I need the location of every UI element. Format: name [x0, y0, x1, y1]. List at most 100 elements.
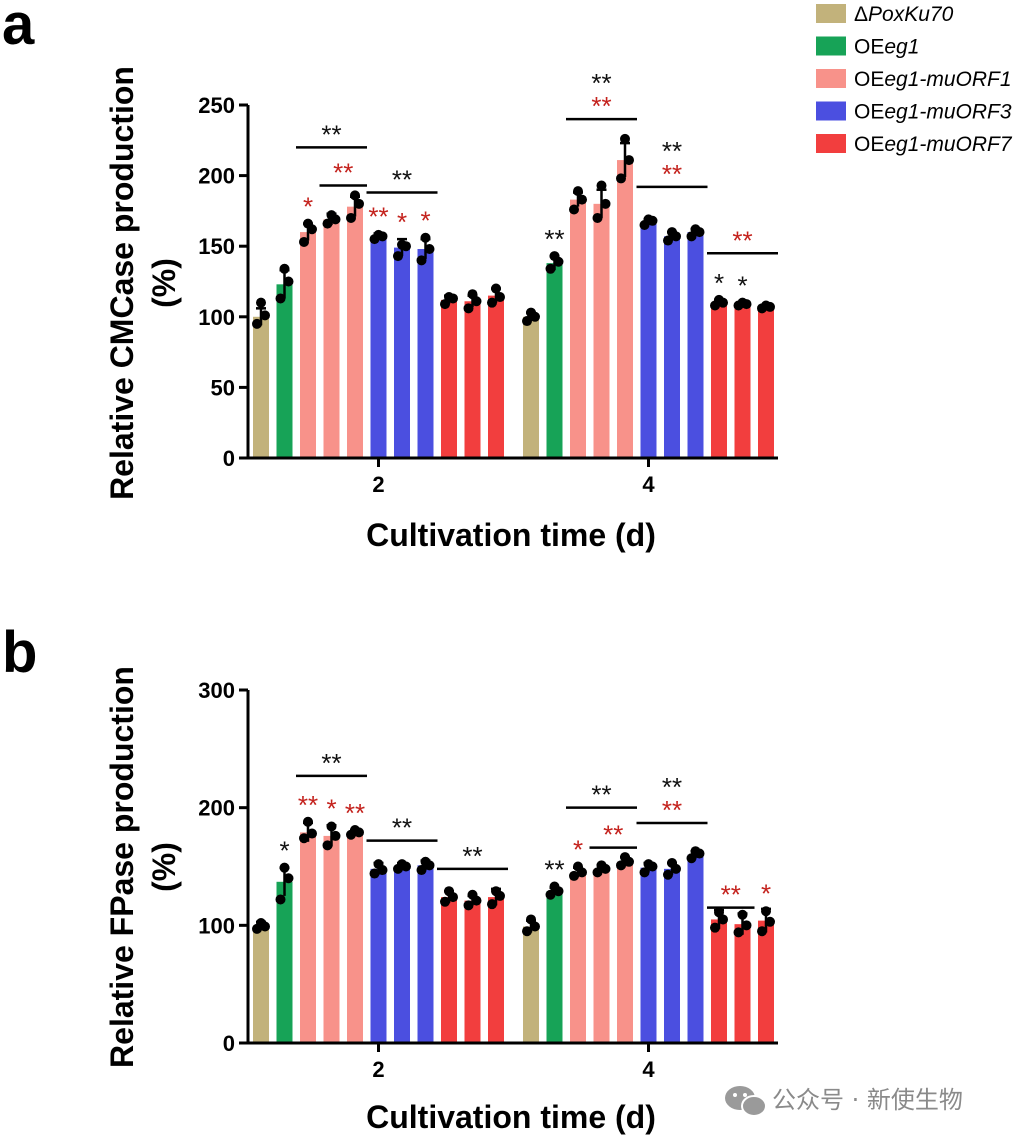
panel-b-bar-d4-3 [570, 872, 586, 1043]
panel-a-ytick-label-150: 150 [198, 234, 235, 259]
panel-a-point-d2-1-2 [260, 310, 270, 321]
panel-a-point-d4-5-1 [616, 173, 626, 184]
panel-b-point-d4-2-3 [549, 881, 560, 892]
panel-b-point-d4-3-3 [573, 861, 583, 872]
panel-a-point-d2-1-1 [252, 318, 262, 329]
panel-a-xtick-label-2: 2 [372, 472, 384, 497]
panel-b-point-d4-5-3 [620, 852, 630, 863]
legend-label-4-name: eg1-muORF3 [884, 101, 1012, 124]
panel-b-letter: b [2, 620, 37, 685]
panel-a-point-d2-10-1 [463, 303, 474, 314]
panel-a-sig-d2-3: * [303, 192, 313, 222]
panel-a-point-d2-7-3 [397, 239, 407, 250]
legend-swatch-2 [816, 36, 846, 56]
panel-b-point-d2-8-3 [420, 856, 431, 867]
panel-a-ytick-label-250: 250 [198, 93, 235, 118]
panel-a-bracket-5-label-2: ** [662, 159, 682, 189]
panel-a-point-d2-8-2 [424, 244, 435, 255]
panel-a-point-d4-4-3 [596, 180, 607, 191]
panel-b-point-d2-7-3 [397, 859, 407, 870]
panel-b-point-d4-6-3 [643, 859, 654, 870]
panel-a-bracket-2-label-1: ** [333, 157, 353, 187]
panel-a-bar-d2-3 [300, 232, 316, 458]
panel-b-bar-d2-1 [253, 925, 269, 1043]
panel-a-point-d2-11-1 [487, 297, 497, 308]
panel-a-xlabel: Cultivation time (d) [366, 517, 656, 553]
panel-b-sig-d2-5: ** [345, 798, 365, 828]
panel-b-point-d2-10-1 [463, 900, 474, 911]
panel-a-sig-d2-8: * [420, 206, 430, 236]
panel-a-bar-d4-2 [546, 263, 563, 458]
panel-b-sig-d2-4: * [326, 793, 336, 823]
panel-b-bar-d2-6 [370, 868, 387, 1043]
legend-label-4: OEeg1-muORF3 [854, 101, 1012, 124]
panel-a-bracket-1-label-1: ** [321, 119, 341, 149]
panel-b-point-d4-1-3 [526, 914, 536, 925]
panel-a-sig-d4-10: * [737, 271, 747, 301]
panel-b-sig-d2-3: ** [298, 790, 318, 820]
legend-label-2-prefix: OE [854, 36, 884, 59]
panel-b-point-d2-2-1 [275, 894, 286, 905]
panel-a-bar-d4-8 [687, 232, 704, 458]
panel-b-point-d2-2-3 [279, 862, 290, 873]
panel-a-bar-d4-3 [570, 199, 586, 458]
panel-a-point-d2-11-3 [491, 283, 501, 294]
panel-a-bracket-3-label-1: ** [392, 165, 412, 195]
panel-a-sig-d4-9: * [714, 268, 724, 298]
legend-label-3-prefix: OE [854, 68, 884, 91]
panel-a-point-d4-9-3 [714, 294, 724, 305]
panel-a-ytick-label-50: 50 [211, 375, 235, 400]
panel-b-bar-d4-8 [687, 854, 704, 1043]
panel-b-bar-d2-5 [347, 832, 363, 1043]
panel-a-point-d2-5-3 [350, 190, 360, 201]
panel-a-point-d4-7-1 [663, 235, 673, 246]
legend-label-5-prefix: OE [854, 133, 884, 156]
legend-swatch-3 [816, 69, 846, 88]
panel-b-bar-d4-4 [593, 868, 610, 1043]
panel-b-point-d2-6-3 [373, 859, 384, 870]
panel-a-bar-d2-7 [394, 247, 410, 458]
panel-b-sig-d2-2: * [279, 836, 289, 866]
panel-b-bar-d4-1 [523, 926, 539, 1043]
panel-b-bar-d4-7 [664, 868, 680, 1043]
wechat-icon [725, 1086, 767, 1117]
panel-a-point-d2-10-3 [467, 289, 478, 300]
panel-b-point-d2-4-3 [326, 821, 337, 832]
panel-a-ytick-label-0: 0 [223, 446, 235, 471]
panel-a-bar-d4-9 [711, 302, 727, 458]
panel-a-bar-d2-2 [276, 284, 293, 458]
panel-a-bar-d2-11 [488, 295, 504, 458]
panel-b-point-d2-6-1 [369, 868, 380, 879]
panel-a-sig-d4-2: ** [544, 224, 564, 254]
panel-b-ytick-label-200: 200 [198, 796, 235, 821]
panel-b-chart: b Relative FPase production (%) Cultivat… [2, 620, 778, 1135]
panel-b-point-d4-6-1 [639, 867, 650, 878]
panel-a-bracket-4-label-2: ** [591, 91, 611, 121]
panel-a-xtick-label-4: 4 [642, 472, 655, 497]
panel-b-sig-d4-2: ** [544, 855, 564, 885]
panel-a-bracket-4-label-1: ** [591, 68, 611, 98]
panel-a-point-d2-1-3 [256, 297, 266, 308]
panel-b-point-d2-1-3 [256, 917, 266, 928]
panel-b-sig-d4-3: * [573, 835, 583, 865]
panel-a-bar-d4-7 [664, 236, 680, 458]
panel-b-bar-d2-3 [300, 832, 316, 1043]
panel-a-point-d4-6-3 [643, 214, 654, 225]
panel-a-bar-d4-4 [593, 203, 610, 458]
panel-a-letter: a [2, 0, 35, 57]
panel-a-bar-d4-11 [758, 306, 774, 458]
panel-b-point-d2-4-1 [322, 840, 333, 851]
panel-b-point-d4-4-3 [596, 860, 607, 871]
legend-label-3: OEeg1-muORF1 [854, 68, 1012, 91]
panel-a-bracket-6-label-1: ** [732, 225, 752, 255]
panel-b-point-d4-3-1 [569, 870, 579, 881]
panel-b-point-d4-11-2 [765, 916, 775, 927]
panel-a-chart: a Relative CMCase production (%) Cultiva… [2, 0, 778, 553]
legend-swatch-4 [816, 101, 846, 121]
panel-a-point-d4-3-1 [569, 204, 579, 215]
panel-b-point-d2-3-1 [299, 833, 309, 844]
panel-a-bar-d4-10 [734, 304, 751, 458]
